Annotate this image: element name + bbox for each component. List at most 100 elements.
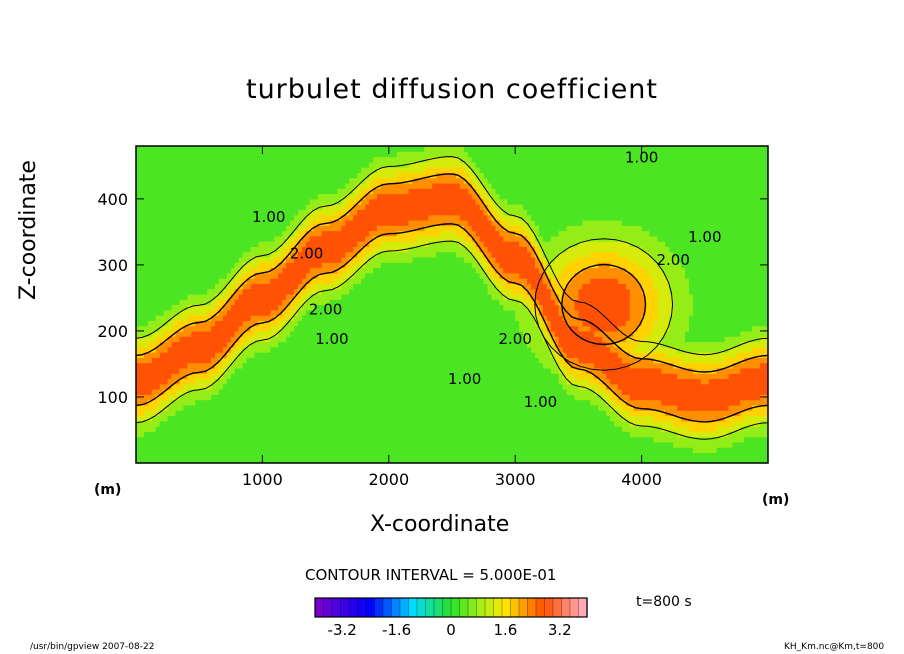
field-cell (143, 146, 149, 152)
field-cell (369, 341, 374, 348)
field-cell (203, 362, 208, 369)
field-cell (203, 288, 208, 295)
field-cell (171, 404, 177, 411)
field-cell (353, 373, 358, 380)
field-cell (151, 367, 157, 374)
field-cell (246, 415, 252, 422)
field-cell (207, 177, 212, 184)
field-cell (376, 420, 382, 427)
field-cell (329, 373, 335, 380)
field-cell (448, 288, 453, 295)
field-cell (301, 219, 307, 226)
field-cell (373, 156, 378, 163)
field-cell (321, 161, 327, 168)
field-cell (373, 341, 378, 348)
field-cell (388, 167, 394, 174)
field-cell (183, 272, 188, 279)
field-cell (199, 193, 204, 200)
field-cell (297, 278, 303, 284)
field-cell (392, 325, 398, 332)
field-cell (301, 167, 307, 174)
field-cell (290, 198, 295, 205)
field-cell (175, 373, 181, 380)
field-cell (136, 278, 141, 284)
field-cell (455, 225, 461, 232)
field-cell (365, 256, 370, 263)
field-cell (365, 225, 370, 232)
field-cell (432, 272, 437, 279)
field-cell (191, 404, 196, 411)
field-cell (278, 262, 283, 269)
field-cell (369, 373, 374, 380)
field-cell (428, 330, 433, 337)
field-cell (432, 156, 437, 163)
field-cell (250, 309, 256, 316)
field-cell (175, 193, 181, 200)
field-cell (317, 256, 323, 263)
field-cell (380, 330, 386, 337)
field-cell (301, 447, 307, 454)
field-cell (143, 278, 149, 284)
field-cell (380, 352, 386, 358)
field-cell (337, 320, 342, 327)
field-cell (147, 177, 153, 184)
field-cell (452, 167, 457, 174)
field-cell (404, 404, 410, 411)
field-cell (238, 452, 244, 459)
field-cell (424, 198, 429, 205)
field-cell (408, 230, 414, 237)
field-cell (412, 299, 418, 306)
field-cell (159, 299, 165, 306)
field-cell (278, 251, 283, 258)
field-cell (286, 156, 291, 163)
field-cell (266, 389, 271, 395)
field-cell (408, 420, 414, 427)
field-cell (420, 283, 425, 290)
field-cell (345, 383, 350, 390)
field-cell (234, 378, 240, 385)
field-cell (139, 219, 145, 226)
field-cell (266, 378, 271, 385)
field-cell (246, 172, 252, 179)
field-cell (167, 209, 173, 216)
field-cell (396, 367, 402, 374)
field-cell (424, 431, 429, 438)
field-cell (400, 441, 406, 448)
field-cell (313, 404, 319, 411)
field-cell (207, 426, 212, 432)
field-cell (270, 362, 275, 369)
field-cell (424, 447, 429, 454)
field-cell (333, 399, 339, 406)
field-cell (325, 251, 331, 258)
field-cell (373, 151, 378, 158)
field-cell (341, 283, 346, 290)
field-cell (392, 288, 398, 295)
field-cell (254, 172, 260, 179)
field-cell (155, 357, 161, 364)
field-cell (459, 251, 465, 258)
field-cell (242, 288, 248, 295)
field-cell (179, 146, 184, 152)
field-cell (416, 436, 421, 443)
field-cell (246, 241, 252, 247)
field-cell (428, 383, 433, 390)
field-cell (282, 293, 287, 300)
field-cell (274, 441, 279, 448)
field-cell (215, 262, 220, 269)
field-cell (290, 431, 295, 438)
field-cell (321, 383, 327, 390)
field-cell (365, 272, 370, 279)
field-cell (345, 373, 350, 380)
field-cell (392, 315, 398, 321)
field-cell (369, 219, 374, 226)
field-cell (294, 330, 299, 337)
field-cell (333, 167, 339, 174)
field-cell (179, 352, 184, 358)
field-cell (191, 346, 196, 353)
field-cell (139, 320, 145, 327)
field-cell (337, 204, 342, 210)
field-cell (313, 410, 319, 417)
field-cell (301, 188, 307, 195)
field-cell (404, 182, 410, 189)
field-cell (270, 167, 275, 174)
